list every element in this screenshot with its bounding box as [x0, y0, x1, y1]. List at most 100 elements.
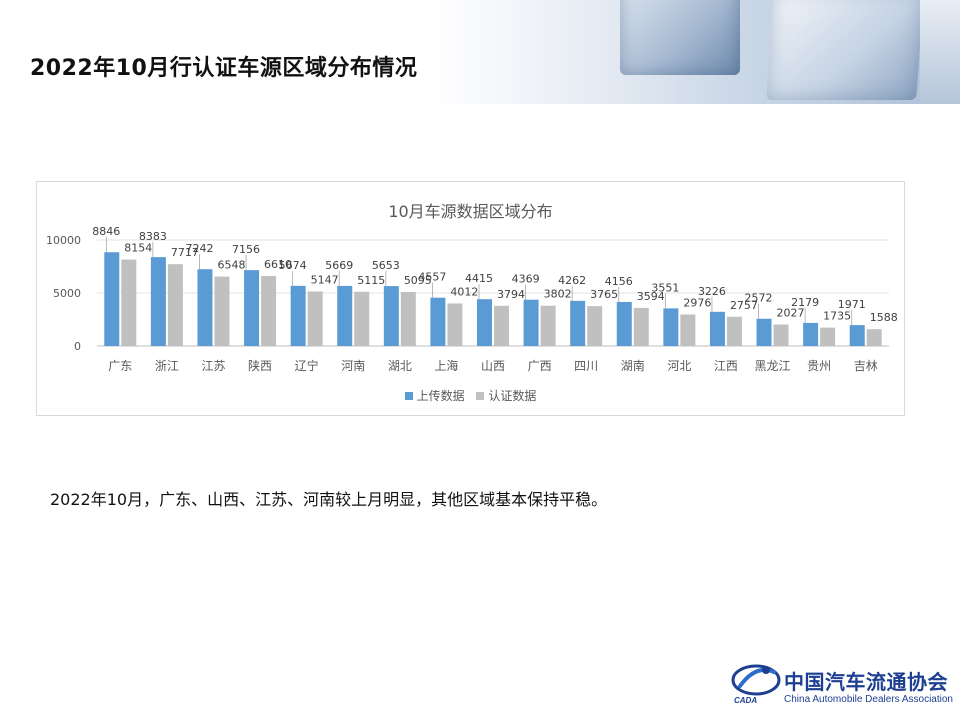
- bar-uploaded: [709, 311, 725, 346]
- data-label-certified: 2976: [683, 296, 711, 309]
- x-tick-label: 吉林: [854, 359, 878, 373]
- bar-uploaded: [663, 308, 679, 346]
- data-label-certified: 3765: [590, 288, 618, 301]
- bar-certified: [214, 276, 230, 346]
- data-label-uploaded: 4557: [418, 271, 446, 284]
- data-label-uploaded: 4369: [512, 273, 540, 286]
- bar-certified: [820, 327, 836, 346]
- legend-item-certified: 认证数据: [476, 387, 536, 404]
- header-decoration: [620, 0, 960, 104]
- chart-title: 10月车源数据区域分布: [388, 202, 553, 221]
- bar-certified: [354, 291, 370, 346]
- data-label-certified: 1735: [823, 310, 851, 323]
- data-label-certified: 3802: [544, 288, 572, 301]
- data-label-uploaded: 8383: [139, 230, 167, 243]
- x-tick-label: 河南: [341, 358, 365, 373]
- bar-uploaded: [244, 270, 260, 346]
- legend-item-uploaded: 上传数据: [404, 387, 465, 404]
- x-tick-label: 贵州: [807, 359, 831, 373]
- bar-uploaded: [849, 325, 865, 346]
- x-tick-label: 浙江: [155, 359, 179, 373]
- bar-uploaded: [477, 299, 492, 346]
- data-label-certified: 5147: [311, 273, 339, 286]
- x-tick-label: 江苏: [201, 359, 225, 373]
- y-tick-label: 10000: [46, 234, 81, 247]
- data-label-uploaded: 3226: [698, 285, 726, 298]
- bar-certified: [587, 306, 603, 346]
- header-edge: [920, 0, 960, 104]
- x-tick-label: 广东: [108, 359, 132, 373]
- data-label-uploaded: 3551: [651, 281, 679, 294]
- data-label-certified: 5115: [357, 274, 385, 287]
- x-tick-label: 辽宁: [295, 358, 319, 373]
- bar-uploaded: [104, 252, 120, 346]
- data-label-certified: 1588: [870, 311, 898, 324]
- bar-certified: [447, 303, 463, 346]
- legend-label-uploaded: 上传数据: [416, 389, 465, 403]
- bar-certified: [866, 329, 882, 346]
- data-label-uploaded: 2179: [791, 296, 819, 309]
- data-label-certified: 5095: [404, 274, 432, 287]
- y-tick-label: 5000: [53, 287, 81, 300]
- data-label-uploaded: 5674: [279, 259, 307, 272]
- data-label-certified: 6548: [217, 259, 245, 272]
- data-label-certified: 2757: [730, 299, 758, 312]
- bar-certified: [633, 307, 649, 346]
- bar-certified: [261, 275, 277, 346]
- bar-certified: [494, 305, 509, 346]
- data-label-certified: 6610: [264, 258, 292, 271]
- bar-certified: [167, 264, 183, 346]
- bar-certified: [307, 291, 323, 346]
- summary-text: 2022年10月，广东、山西、江苏、河南较上月明显，其他区域基本保持平稳。: [50, 490, 608, 509]
- bar-certified: [680, 314, 696, 346]
- x-tick-label: 山西: [481, 359, 505, 373]
- data-label-uploaded: 7156: [232, 243, 260, 256]
- data-label-certified: 4012: [450, 285, 478, 298]
- data-label-uploaded: 4415: [465, 272, 493, 285]
- chart-plot: 0 5000 10000 8846 8154 广东 8383 7717 浙江 7242 6548 江苏…: [46, 225, 898, 373]
- bar-certified: [773, 324, 789, 346]
- bar-uploaded: [337, 285, 353, 346]
- bar-uploaded: [756, 318, 772, 346]
- data-label-uploaded: 1971: [838, 298, 866, 311]
- bar-uploaded: [523, 299, 539, 346]
- header-cube-left: [620, 0, 740, 75]
- y-tick-label: 0: [74, 340, 81, 353]
- x-tick-label: 河北: [667, 359, 691, 373]
- x-tick-label: 湖南: [621, 358, 645, 373]
- data-label-certified: 3794: [497, 288, 525, 301]
- data-label-uploaded: 5669: [325, 259, 353, 272]
- x-tick-label: 四川: [574, 359, 598, 373]
- cada-logo-icon: [731, 664, 781, 696]
- logo-name-en: China Automobile Dealers Association: [784, 694, 953, 705]
- bar-uploaded: [150, 257, 166, 346]
- data-label-uploaded: 4262: [558, 274, 586, 287]
- data-label-uploaded: 4156: [605, 275, 633, 288]
- data-label-certified: 8154: [124, 242, 152, 255]
- chart-legend: 上传数据 认证数据: [37, 387, 904, 404]
- bar-uploaded: [803, 322, 819, 346]
- bar-chart: 10月车源数据区域分布 0 5000 10000 8846 8154 广东 8383 7717…: [36, 181, 905, 416]
- bar-uploaded: [616, 301, 632, 346]
- data-label-uploaded: 2572: [745, 292, 773, 305]
- bar-uploaded: [570, 300, 586, 346]
- x-tick-label: 黑龙江: [755, 359, 791, 373]
- data-label-uploaded: 7242: [185, 242, 213, 255]
- logo-name-cn: 中国汽车流通协会: [784, 670, 948, 694]
- data-label-certified: 7717: [171, 246, 199, 259]
- data-label-uploaded: 8846: [92, 225, 120, 238]
- data-label-certified: 2027: [777, 307, 805, 320]
- x-tick-label: 陕西: [248, 358, 272, 373]
- page-title: 2022年10月行认证车源区域分布情况: [30, 56, 418, 81]
- x-tick-label: 江西: [714, 359, 738, 373]
- data-label-uploaded: 5653: [372, 259, 400, 272]
- data-label-certified: 3594: [637, 290, 665, 303]
- legend-label-certified: 认证数据: [488, 389, 537, 403]
- bar-certified: [540, 305, 556, 346]
- bar-certified: [400, 291, 416, 346]
- bar-certified: [121, 259, 137, 346]
- bar-uploaded: [197, 269, 213, 346]
- header-banner: 2022年10月行认证车源区域分布情况: [0, 0, 960, 104]
- legend-swatch-uploaded: [404, 392, 413, 400]
- organization-logo: CADA 中国汽车流通协会 China Automobile Dealers A…: [730, 660, 955, 710]
